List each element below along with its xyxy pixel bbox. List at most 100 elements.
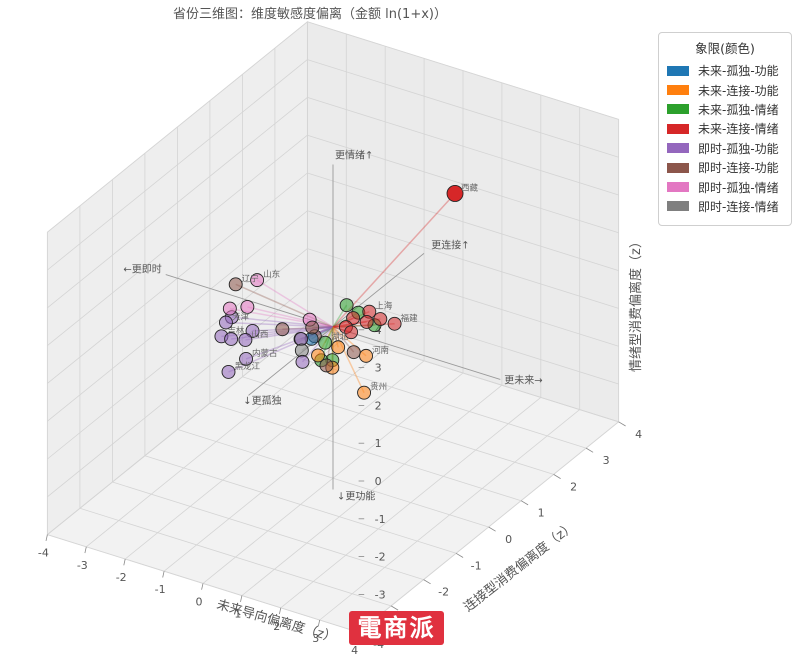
legend-item: 即时-连接-功能 <box>659 158 791 177</box>
data-point <box>275 322 290 337</box>
data-point <box>238 332 253 347</box>
z-axis-label: 情绪型消费偏离度（z） <box>628 235 644 372</box>
data-point <box>387 316 402 331</box>
deviation-spoke <box>301 326 334 363</box>
data-point <box>346 345 361 360</box>
legend-item: 未来-连接-情绪 <box>659 119 791 138</box>
data-point <box>250 273 265 288</box>
legend-swatch <box>667 123 689 134</box>
direction-label: 更未来→ <box>504 374 542 386</box>
floor-gridline-x <box>241 384 503 596</box>
deviation-spoke <box>247 306 334 328</box>
y-tick-label-mark <box>390 605 399 611</box>
back-gridline-z <box>307 134 619 234</box>
legend-label: 即时-孤独-情绪 <box>698 180 779 195</box>
direction-label: ↓更孤独 <box>243 394 281 407</box>
data-point <box>331 340 346 355</box>
back-gridline-z <box>307 59 619 158</box>
data-point <box>311 348 325 363</box>
data-point <box>344 325 359 340</box>
legend-item: 未来-孤独-功能 <box>659 61 791 80</box>
data-point <box>446 185 464 202</box>
z-tick-label: -3 <box>375 588 386 601</box>
x-tick-label: 1 <box>234 608 241 621</box>
data-point <box>218 315 233 330</box>
data-point <box>319 358 334 373</box>
legend-item: 未来-连接-功能 <box>659 80 791 99</box>
y-tick-label: 2 <box>570 480 577 493</box>
legend-label: 未来-孤独-情绪 <box>698 102 779 117</box>
direction-label: 更连接↑ <box>431 239 469 252</box>
direction-label: 更情绪↑ <box>335 149 373 162</box>
deviation-spoke <box>256 279 334 328</box>
x-tick-label-mark <box>162 571 165 578</box>
legend-swatch <box>667 65 689 76</box>
back-gridline-z <box>307 21 619 120</box>
data-point <box>222 301 237 316</box>
z-tick-label: 3 <box>375 362 382 375</box>
legend-swatch <box>667 201 689 212</box>
floor-gridline-x <box>280 397 542 609</box>
x-tick-label-mark <box>123 558 126 566</box>
floor-gridline-y <box>242 376 554 475</box>
x-tick-label-mark <box>201 583 204 590</box>
back-gridline-z <box>307 172 619 271</box>
data-point <box>239 351 253 366</box>
legend-swatch <box>667 85 689 96</box>
y-tick-label: 3 <box>603 454 610 467</box>
legend-label: 未来-连接-功能 <box>698 83 779 98</box>
x-tick-label: 0 <box>196 595 203 608</box>
data-point <box>359 348 373 363</box>
x-tick-label: -2 <box>116 571 127 584</box>
data-point-label: 西藏 <box>461 182 479 193</box>
legend: 象限(颜色) 未来-孤独-功能 未来-连接-功能 未来-孤独-情绪 未来-连接-情绪即… <box>658 32 792 226</box>
z-tick-label: -2 <box>375 551 386 564</box>
x-tick-label-mark <box>45 534 48 541</box>
x-tick-label-mark <box>84 546 87 554</box>
direction-label: ↓更功能 <box>337 489 375 502</box>
y-tick-label: -1 <box>471 559 482 572</box>
legend-title: 象限(颜色) <box>695 41 755 56</box>
left-gridline-z <box>47 59 308 271</box>
x-tick-label-mark <box>317 619 321 627</box>
watermark-logo: 電商派 <box>349 611 444 645</box>
deviation-spoke <box>252 326 334 332</box>
floor-gridline-x <box>319 409 580 621</box>
x-tick-label-mark <box>240 595 243 602</box>
x-tick-label: -1 <box>155 583 166 596</box>
legend-swatch <box>667 104 689 115</box>
legend-item: 未来-孤独-情绪 <box>659 100 791 119</box>
legend-items: 未来-孤独-功能 未来-连接-功能 未来-孤独-情绪 未来-连接-情绪即时-孤独-功能… <box>659 61 791 216</box>
y-tick-label-mark <box>553 474 561 479</box>
x-tick-label: -3 <box>77 559 88 572</box>
origin-axes <box>165 164 501 490</box>
data-point <box>305 320 320 335</box>
y-tick-label-mark <box>618 421 626 427</box>
legend-item: 即时-孤独-情绪 <box>659 177 791 196</box>
deviation-spoke <box>235 283 334 328</box>
deviation-spoke <box>332 326 365 393</box>
legend-item: 即时-孤独-功能 <box>659 139 791 158</box>
y-tick-label-mark <box>455 552 464 558</box>
data-point-label: 河南 <box>372 345 389 356</box>
legend-label: 即时-连接-功能 <box>698 161 779 176</box>
y-tick-label: 0 <box>505 533 512 546</box>
data-point-label: 黑龙江 <box>235 361 261 372</box>
y-tick-label: 4 <box>635 428 642 441</box>
data-point-label: 内蒙古 <box>252 348 278 359</box>
legend-label: 未来-孤独-功能 <box>698 64 779 79</box>
x-tick-label: 2 <box>273 620 280 633</box>
data-point-label: 山西 <box>251 329 268 340</box>
legend-label: 未来-连接-情绪 <box>698 122 779 137</box>
left-gridline-z <box>47 21 308 233</box>
x-tick-label-mark <box>279 607 282 615</box>
data-point <box>373 312 388 326</box>
x-tick-label: -4 <box>38 547 49 560</box>
chart-title: 省份三维图：维度敏感度偏离（金额 ln(1+x)） <box>173 6 447 22</box>
data-point-label: 吉林 <box>227 325 245 336</box>
legend-swatch <box>667 162 689 173</box>
y-tick-label-mark <box>423 579 431 585</box>
floor-gridline-y <box>307 323 619 423</box>
